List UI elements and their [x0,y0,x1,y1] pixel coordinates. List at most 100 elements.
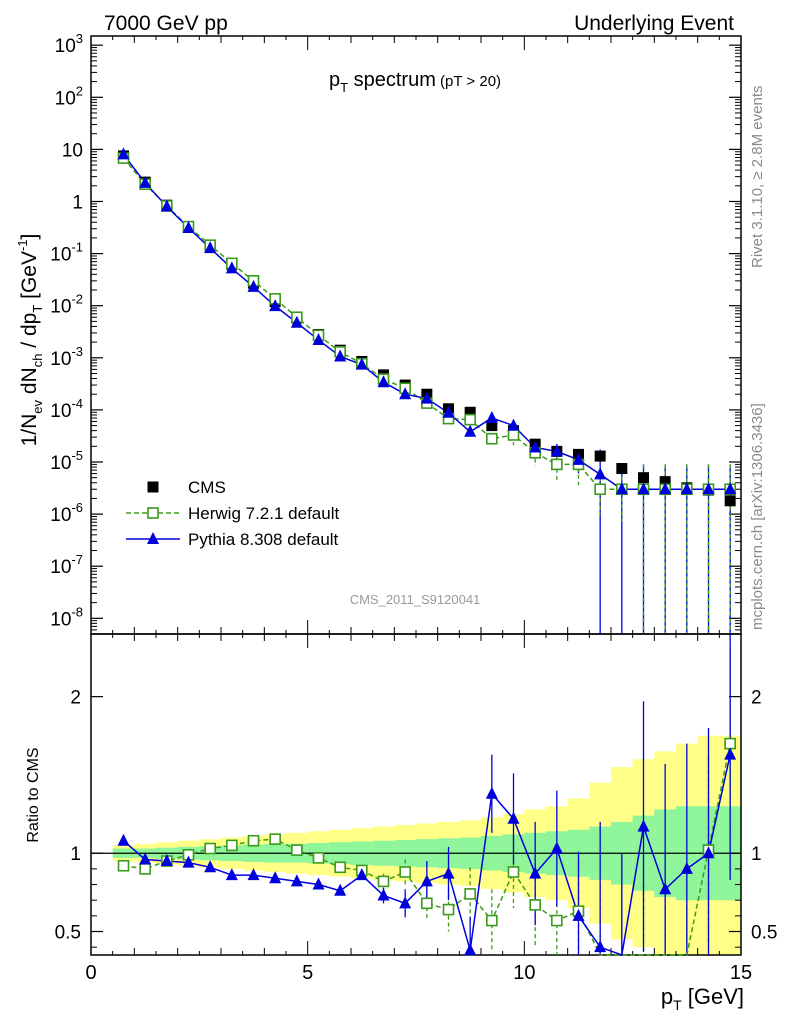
pythia-point [485,410,498,423]
pythia-point [290,315,303,328]
y-tick-label: 1 [72,192,83,213]
pythia-point [529,440,542,453]
legend: CMS Herwig 7.2.1 default Pythia 8.308 defa… [126,478,339,549]
pythia-point [550,444,563,457]
herwig-ratio-point [377,875,390,888]
x-tick-label: 10 [513,962,535,984]
herwig-ratio-point [247,834,260,847]
y-tick-exponent: -5 [71,448,83,463]
pythia-point [247,279,260,292]
pythia-ratio-point [420,874,433,887]
y-tick-exponent: -3 [71,344,83,359]
x-axis-label: pT [GeV] [661,984,744,1013]
herwig-ratio-point [724,737,736,750]
pythia-point [399,387,412,400]
y-tick-label: 10-4 [50,396,83,422]
herwig-ratio-point [312,852,325,864]
pythia-point [269,299,282,312]
pythia-ratio-point [182,855,195,868]
herwig-ratio-point [269,833,281,845]
cms-point [486,420,498,432]
pythia-point [442,405,455,418]
herwig-point [594,483,606,496]
cms-point [659,476,671,488]
pythia-ratio-point [377,888,390,901]
herwig-ratio-point [529,899,541,911]
legend-herwig-marker [147,507,159,519]
herwig-point [486,432,498,445]
pythia-ratio-point [572,908,585,921]
x-tick-label: 15 [730,962,752,984]
ratio-y-tick-label: 1 [751,844,762,865]
cms-point [594,450,606,462]
herwig-ratio-point [139,863,151,875]
pythia-ratio-point [680,861,693,874]
pythia-point [334,349,347,362]
pythia-point [594,467,607,480]
pythia-point [182,220,195,233]
mcplots-label: mcplots.cern.ch [arXiv:1306.3436] [749,403,766,630]
main-title: pT spectrum (pT > 20) [329,69,501,95]
pythia-point [464,424,477,437]
herwig-ratio-point [399,866,411,878]
pythia-ratio-point [529,866,542,879]
y-tick-label: 102 [55,83,83,109]
cms-point [638,472,649,484]
ratio-y-tick-label: 0.5 [55,923,81,944]
herwig-line [122,157,731,490]
pythia-point [572,452,585,465]
pythia-ratio-point [247,868,260,881]
y-tick-exponent: -2 [71,292,83,307]
pythia-ratio-point [464,943,477,956]
pythia-ratio-point [702,846,715,859]
herwig-ratio-point [486,914,498,927]
pythia-ratio-point [290,874,303,887]
ratio-panel: 0 5 10 15 0.5 0.5 1 1 2 2 [55,633,777,984]
x-tick-label: 5 [302,962,313,984]
y-tick-exponent: -7 [71,552,83,567]
pythia-point [702,482,715,495]
y-tick-label: 103 [55,31,83,57]
herwig-point [551,458,563,471]
y-tick-label: 10-2 [50,292,83,318]
pythia-point [225,261,238,274]
pythia-point [117,147,130,160]
y-tick-exponent: 2 [76,83,83,98]
herwig-ratio-point [464,888,476,900]
herwig-ratio-point [442,903,455,916]
pythia-point [637,482,650,495]
pythia-ratio-point [550,841,563,854]
pythia-ratio-point [442,866,455,879]
y-tick-label: 10-5 [50,448,83,474]
y-tick-exponent: -4 [71,396,83,411]
pythia-point [615,482,628,495]
y-tick-label: 10-6 [50,500,83,526]
pythia-ratio-point [117,833,130,846]
legend-cms-label: CMS [188,478,226,497]
legend-pythia-label: Pythia 8.308 default [188,530,339,549]
y-tick-exponent: -8 [71,604,83,619]
herwig-ratio-point [334,861,346,874]
rivet-label: Rivet 3.1.10, ≥ 2.8M events [749,86,766,269]
pythia-ratio-point [139,852,152,865]
pythia-ratio-point [204,860,217,873]
pythia-line [122,153,731,490]
y-tick-exponent: -1 [71,240,83,255]
herwig-ratio-point [204,842,216,855]
pythia-point [204,241,217,254]
cms-point [616,463,628,475]
pythia-point [355,357,368,370]
watermark: CMS_2011_S9120041 [350,592,481,607]
ratio-y-tick-label: 2 [70,688,81,709]
pythia-ratio-point [659,882,672,895]
pythia-ratio-point [269,871,282,884]
herwig-ratio-point [291,844,303,856]
main-ylabel: 1/Nev dNch / dpT [GeV-1] [15,234,45,447]
ratio-y-tick-label: 0.5 [751,923,777,944]
legend-pythia-marker [147,532,159,544]
pythia-ratio-point [724,747,737,760]
pythia-point [377,375,390,388]
ratio-y-tick-label: 2 [751,688,762,709]
pythia-point [420,391,433,404]
herwig-ratio-point [117,859,130,872]
